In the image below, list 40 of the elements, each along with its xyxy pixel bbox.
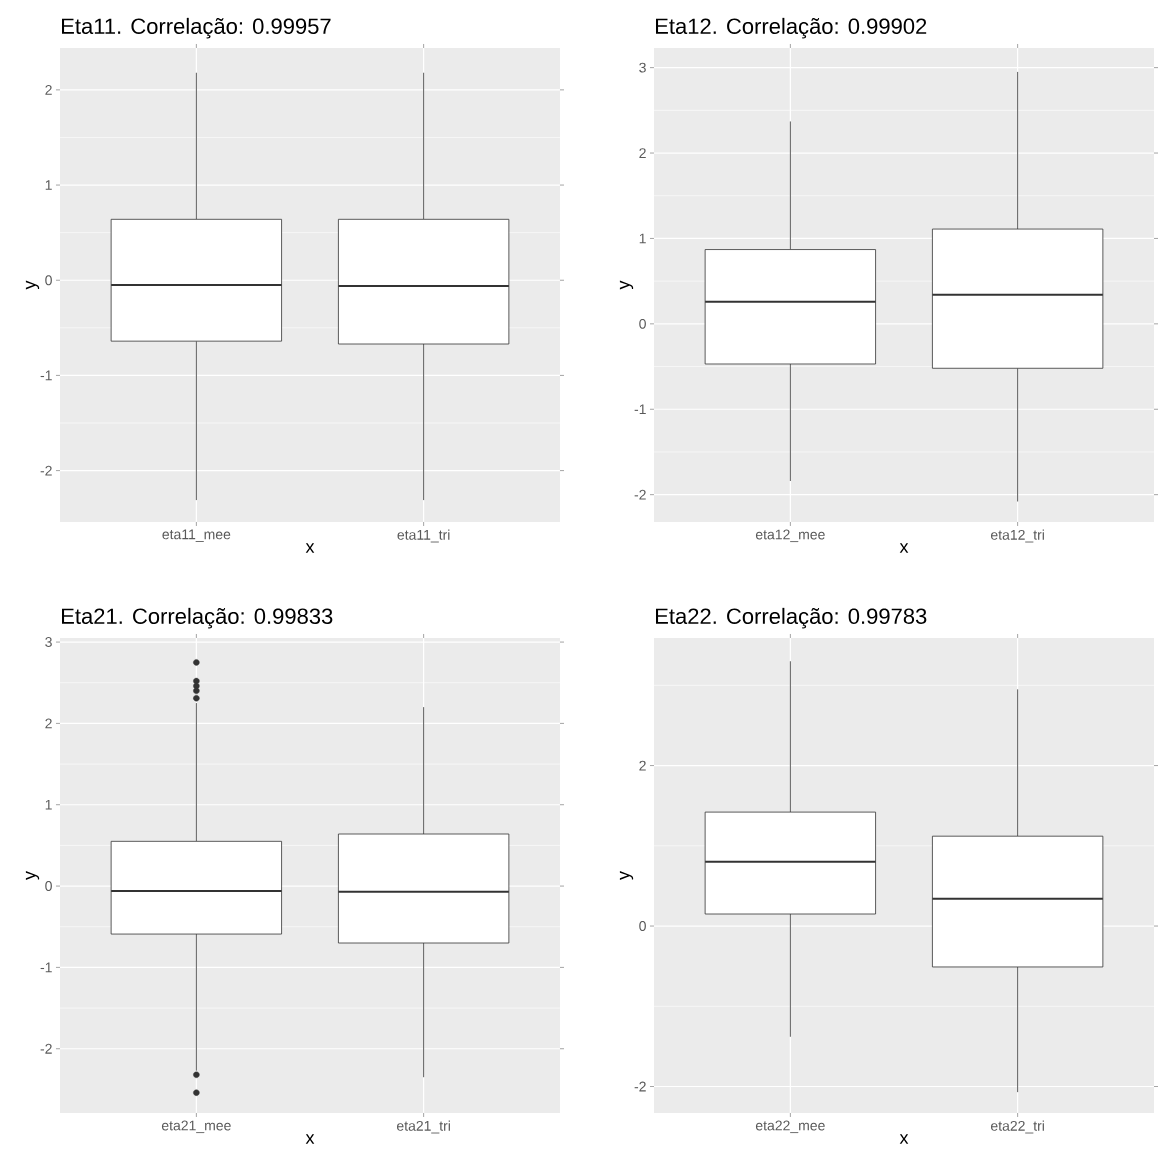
y-tick-label: 1 bbox=[639, 233, 646, 244]
x-axis-title: x bbox=[899, 1134, 909, 1144]
y-tick-label: -1 bbox=[634, 404, 646, 415]
y-tick-label: 0 bbox=[45, 275, 52, 286]
x-tick-label: eta12_tri bbox=[990, 529, 1044, 543]
y-tick-label: 0 bbox=[639, 318, 646, 329]
x-axis-title: x bbox=[899, 543, 909, 553]
y-tick-label: 1 bbox=[45, 180, 52, 190]
x-tick-label: eta21_tri bbox=[396, 1120, 450, 1134]
y-axis-title: y bbox=[25, 280, 40, 290]
y-axis-title: y bbox=[25, 871, 40, 880]
y-tick-label: -2 bbox=[40, 465, 52, 476]
x-tick-label: eta11_tri bbox=[397, 529, 450, 543]
y-tick-label: -2 bbox=[40, 1043, 52, 1054]
y-tick-label: 0 bbox=[45, 881, 52, 892]
x-tick-label: eta22_mee bbox=[755, 1120, 825, 1134]
y-tick-label: -2 bbox=[634, 1081, 646, 1092]
y-axis-title: y bbox=[619, 280, 634, 290]
x-tick-label: eta12_mee bbox=[755, 529, 825, 543]
y-tick-label: 2 bbox=[45, 84, 52, 95]
chart-title: Eta11. Correlação: 0.99957 bbox=[62, 17, 331, 39]
chart-title: Eta12. Correlação: 0.99902 bbox=[656, 17, 927, 39]
y-tick-label: -1 bbox=[40, 962, 52, 973]
y-tick-label: 3 bbox=[45, 637, 52, 648]
x-tick-label: eta22_tri bbox=[990, 1120, 1044, 1134]
y-tick-label: 1 bbox=[45, 799, 52, 810]
y-tick-label: -1 bbox=[40, 370, 52, 381]
y-tick-label: 0 bbox=[639, 921, 646, 931]
y-axis-title: y bbox=[619, 871, 634, 880]
y-tick-label: 3 bbox=[639, 62, 646, 73]
chart-title: Eta22. Correlação: 0.99783 bbox=[656, 607, 927, 629]
y-tick-label: 2 bbox=[639, 760, 646, 771]
x-tick-label: eta21_mee bbox=[161, 1120, 231, 1134]
x-axis-title: x bbox=[305, 543, 315, 553]
y-tick-label: 2 bbox=[45, 718, 52, 729]
x-axis-title: x bbox=[305, 1134, 315, 1144]
chart-title: Eta21. Correlação: 0.99833 bbox=[62, 607, 333, 629]
x-tick-label: eta11_mee bbox=[162, 529, 231, 542]
y-tick-label: 2 bbox=[639, 148, 646, 158]
y-tick-label: -2 bbox=[634, 489, 646, 500]
